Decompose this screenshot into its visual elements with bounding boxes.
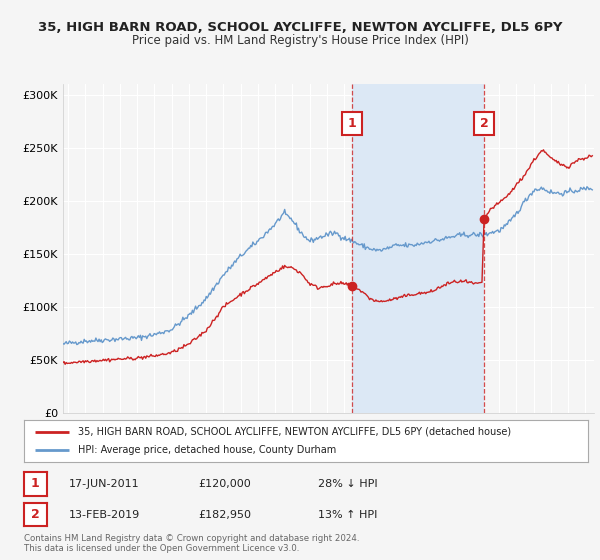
Text: £120,000: £120,000 [198,479,251,489]
Text: 2: 2 [479,117,488,130]
Text: 28% ↓ HPI: 28% ↓ HPI [318,479,377,489]
FancyBboxPatch shape [473,111,494,135]
Text: 13-FEB-2019: 13-FEB-2019 [69,510,140,520]
Text: 35, HIGH BARN ROAD, SCHOOL AYCLIFFE, NEWTON AYCLIFFE, DL5 6PY: 35, HIGH BARN ROAD, SCHOOL AYCLIFFE, NEW… [38,21,562,34]
FancyBboxPatch shape [341,111,362,135]
Text: 13% ↑ HPI: 13% ↑ HPI [318,510,377,520]
Text: 2: 2 [31,508,40,521]
Bar [352,84,484,413]
Text: HPI: Average price, detached house, County Durham: HPI: Average price, detached house, Coun… [77,445,336,455]
Text: 35, HIGH BARN ROAD, SCHOOL AYCLIFFE, NEWTON AYCLIFFE, DL5 6PY (detached house): 35, HIGH BARN ROAD, SCHOOL AYCLIFFE, NEW… [77,427,511,437]
Text: 17-JUN-2011: 17-JUN-2011 [69,479,140,489]
Text: Contains HM Land Registry data © Crown copyright and database right 2024.
This d: Contains HM Land Registry data © Crown c… [24,534,359,553]
Text: 1: 1 [347,117,356,130]
Text: 1: 1 [31,477,40,491]
Text: £182,950: £182,950 [198,510,251,520]
Text: Price paid vs. HM Land Registry's House Price Index (HPI): Price paid vs. HM Land Registry's House … [131,34,469,46]
